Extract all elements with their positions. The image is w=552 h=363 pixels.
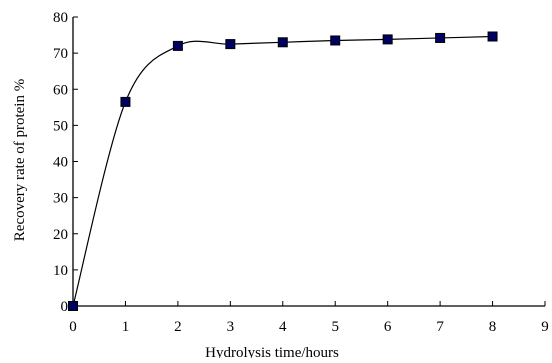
ticks: 0 10 20 30 40 50 60 70 80 0 1 2 3 4 5 6 7 8 9	[53, 10, 549, 335]
x-tick-label: 7	[436, 319, 444, 335]
x-tick-label: 1	[122, 319, 130, 335]
data-point-marker	[277, 37, 288, 48]
x-tick-label: 5	[331, 319, 339, 335]
x-tick-label: 2	[174, 319, 182, 335]
x-tick-label: 0	[69, 319, 77, 335]
x-tick-label: 8	[489, 319, 497, 335]
data-point-marker	[330, 35, 341, 46]
y-tick-label: 50	[53, 118, 68, 134]
y-tick-label: 30	[53, 191, 68, 207]
data-point-marker	[225, 39, 236, 50]
x-tick-label: 4	[279, 319, 287, 335]
y-axis-title: Recovery rate of protein %	[12, 79, 28, 241]
x-tick-label: 3	[227, 319, 235, 335]
data-point-marker	[172, 40, 183, 51]
y-tick-label: 20	[53, 227, 68, 243]
x-tick-label: 9	[541, 319, 549, 335]
y-tick-label: 0	[61, 299, 69, 315]
data-point-marker	[435, 32, 446, 43]
data-point-marker	[120, 96, 131, 107]
series-line	[72, 35, 493, 307]
axes	[72, 17, 545, 307]
y-tick-label: 60	[53, 82, 68, 98]
data-point-marker	[382, 34, 393, 45]
x-axis-title: Hydrolysis time/hours	[205, 345, 339, 358]
y-tick-label: 80	[53, 10, 68, 26]
data-point-marker	[68, 301, 78, 311]
series	[68, 31, 498, 311]
y-tick-label: 40	[53, 155, 68, 171]
data-point-marker	[487, 31, 498, 42]
y-tick-label: 70	[53, 46, 68, 62]
x-tick-label: 6	[384, 319, 392, 335]
y-tick-label: 10	[53, 263, 68, 279]
